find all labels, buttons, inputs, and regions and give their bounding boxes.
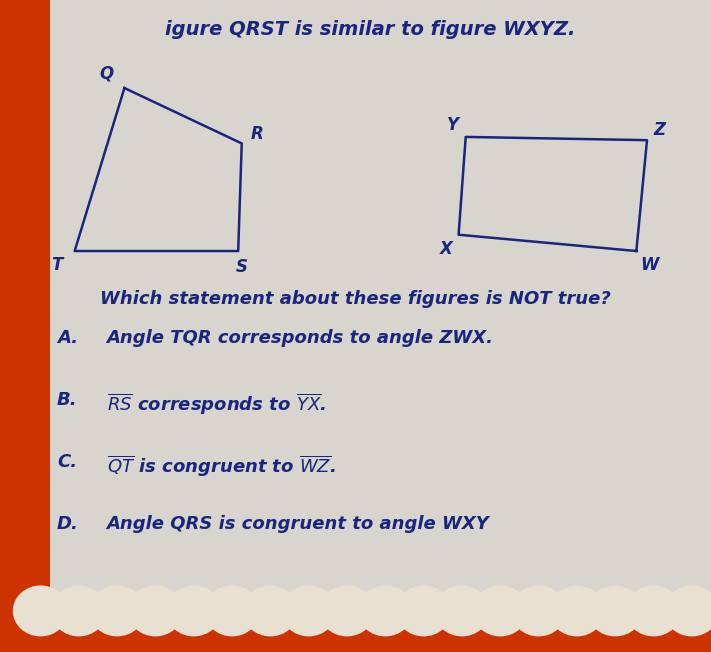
Text: B.: B. <box>57 391 77 409</box>
Circle shape <box>243 586 297 636</box>
Circle shape <box>320 586 374 636</box>
Text: C.: C. <box>57 453 77 471</box>
Text: T: T <box>51 256 63 274</box>
Text: S: S <box>236 258 247 276</box>
Bar <box>0 0 50 652</box>
Text: $\overline{QT}$ is congruent to $\overline{WZ}$.: $\overline{QT}$ is congruent to $\overli… <box>107 453 336 479</box>
Text: igure QRST is similar to figure WXYZ.: igure QRST is similar to figure WXYZ. <box>164 20 575 38</box>
Bar <box>0 597 711 652</box>
Circle shape <box>282 586 336 636</box>
Text: Which statement about these figures is NOT true?: Which statement about these figures is N… <box>100 290 611 308</box>
Circle shape <box>665 586 711 636</box>
Circle shape <box>205 586 259 636</box>
Circle shape <box>14 586 68 636</box>
Circle shape <box>626 586 680 636</box>
Text: Angle TQR corresponds to angle ZWX.: Angle TQR corresponds to angle ZWX. <box>107 329 493 348</box>
Circle shape <box>474 586 528 636</box>
Circle shape <box>166 586 220 636</box>
Text: Y: Y <box>447 116 459 134</box>
Circle shape <box>397 586 451 636</box>
Text: Q: Q <box>100 65 114 83</box>
Circle shape <box>435 586 489 636</box>
Circle shape <box>90 586 144 636</box>
Circle shape <box>550 586 604 636</box>
Text: R: R <box>251 125 264 143</box>
Text: W: W <box>640 256 658 274</box>
Circle shape <box>129 586 183 636</box>
Text: Z: Z <box>654 121 665 140</box>
Circle shape <box>52 586 106 636</box>
Text: X: X <box>439 240 452 258</box>
Text: Angle QRS is congruent to angle WXY: Angle QRS is congruent to angle WXY <box>107 515 489 533</box>
Circle shape <box>512 586 566 636</box>
Text: D.: D. <box>57 515 79 533</box>
Circle shape <box>358 586 412 636</box>
Text: A.: A. <box>57 329 78 348</box>
Circle shape <box>588 586 642 636</box>
Text: $\overline{RS}$ corresponds to $\overline{YX}$.: $\overline{RS}$ corresponds to $\overlin… <box>107 391 326 417</box>
